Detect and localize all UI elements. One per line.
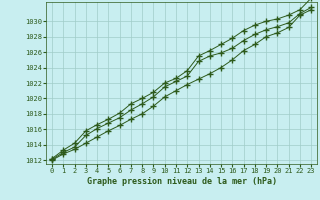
X-axis label: Graphe pression niveau de la mer (hPa): Graphe pression niveau de la mer (hPa) [87, 177, 276, 186]
